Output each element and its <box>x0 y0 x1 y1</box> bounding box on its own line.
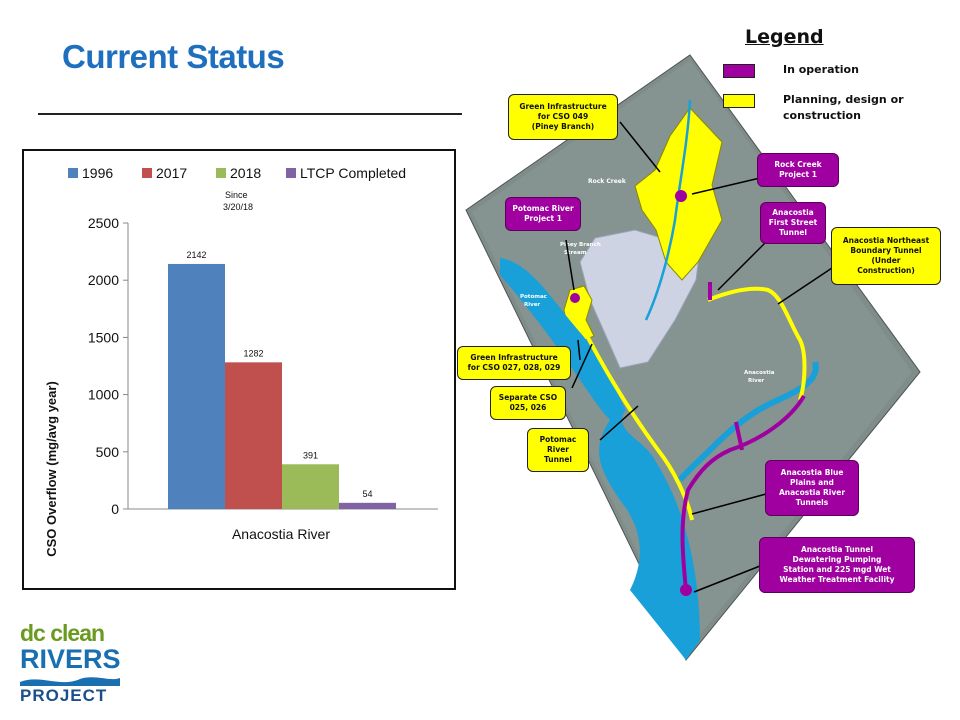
legend-swatch-0 <box>68 168 78 178</box>
chart-legend: 1996 2017 2018 LTCP Completed <box>68 165 406 181</box>
chart-bars: 2142 1282 391 54 <box>168 250 396 509</box>
bar-value-label: 2142 <box>186 250 206 260</box>
y-tick-label: 0 <box>111 501 119 517</box>
y-axis-label: CSO Overflow (mg/avg year) <box>44 381 59 557</box>
y-tick-label: 2500 <box>88 215 119 231</box>
anacostia-river <box>677 361 819 482</box>
bar-value-label: 54 <box>362 489 372 499</box>
anacostia-river-label: Anacostia <box>744 370 775 376</box>
y-tick-label: 1000 <box>88 387 119 403</box>
y-axis: 0 500 1000 1500 2000 2500 <box>88 215 438 517</box>
potomac-project-dot <box>570 293 580 303</box>
potomac-river-label: Potomac <box>520 294 547 300</box>
slide-title: Current Status <box>62 38 285 75</box>
bar-value-label: 391 <box>303 450 318 460</box>
legend-swatch-planning <box>723 94 755 108</box>
legend-label-2: 2018 <box>230 165 261 181</box>
legend-swatch-3 <box>286 168 296 178</box>
bar-chart: 1996 2017 2018 LTCP Completed Since 3/20/18… <box>44 165 438 557</box>
bar-2017 <box>225 362 282 509</box>
callout-dewatering: Anacostia Tunnel Dewatering Pumping Statio… <box>759 537 915 593</box>
title-divider <box>38 113 462 115</box>
dewatering-station-dot <box>680 584 692 596</box>
potomac-river <box>500 258 700 660</box>
piney-branch-label: Piney Branch <box>560 242 601 248</box>
logo-text-rivers: RIVERS <box>20 644 121 674</box>
callout-gi-cso027: Green Infrastructure for CSO 027, 028, 02… <box>457 346 571 380</box>
legend-swatch-2 <box>216 168 226 178</box>
callout-separate-cso: Separate CSO 025, 026 <box>490 386 566 420</box>
bar-chart-panel: 1996 2017 2018 LTCP Completed Since 3/20/18… <box>22 149 456 590</box>
potomac-tunnel-line <box>582 329 694 521</box>
potomac-river-label: River <box>524 302 540 308</box>
blue-plains-spur <box>734 421 744 451</box>
logo-text-dc-clean: dc clean <box>20 620 105 646</box>
anacostia-river-tunnel-line <box>680 394 806 591</box>
bar-value-label: 1282 <box>243 348 263 358</box>
legend-note: 3/20/18 <box>223 202 253 212</box>
legend-label-planning: Planning, design or construction <box>783 93 904 122</box>
y-tick-label: 2000 <box>88 272 119 288</box>
legend-label-1: 2017 <box>156 165 187 181</box>
rock-creek-stream <box>644 99 692 321</box>
y-tick-label: 1500 <box>88 329 119 345</box>
piney-branch-label: Stream <box>564 250 587 256</box>
callout-gi-cso049: Green Infrastructure for CSO 049 (Piney Br… <box>508 94 618 140</box>
callout-anacostia-first-street: Anacostia First Street Tunnel <box>760 202 826 244</box>
x-category-label: Anacostia River <box>232 526 330 542</box>
rock-creek-project-dot <box>675 190 687 202</box>
callout-rock-creek-project: Rock Creek Project 1 <box>757 153 839 187</box>
legend-swatch-in-operation <box>723 64 755 78</box>
callout-potomac-tunnel: Potomac River Tunnel <box>527 428 589 472</box>
legend-swatch-1 <box>142 168 152 178</box>
legend-label-0: 1996 <box>82 165 113 181</box>
anacostia-river-label: River <box>748 378 764 384</box>
map-legend-title: Legend <box>745 26 824 48</box>
bar-ltcp-completed <box>339 502 396 509</box>
callout-leaders <box>565 121 833 593</box>
logo-wave-icon <box>20 677 120 686</box>
legend-note: Since <box>225 190 248 200</box>
dc-clean-rivers-logo: dc clean RIVERS PROJECT <box>20 620 130 710</box>
bar-1996 <box>168 263 225 509</box>
callout-anacostia-ne-boundary: Anacostia Northeast Boundary Tunnel (Under… <box>831 227 941 285</box>
legend-label-3: LTCP Completed <box>300 165 406 181</box>
logo-text-project: PROJECT <box>20 686 108 705</box>
y-tick-label: 500 <box>96 444 120 460</box>
callout-blue-plains: Anacostia Blue Plains and Anacostia River T… <box>765 460 859 516</box>
legend-label-in-operation: In operation <box>783 63 859 76</box>
callout-potomac-project: Potomac River Project 1 <box>505 197 581 231</box>
rock-creek-label: Rock Creek <box>588 178 627 185</box>
ne-boundary-tunnel-line <box>707 286 807 401</box>
bar-2018 <box>282 464 339 509</box>
